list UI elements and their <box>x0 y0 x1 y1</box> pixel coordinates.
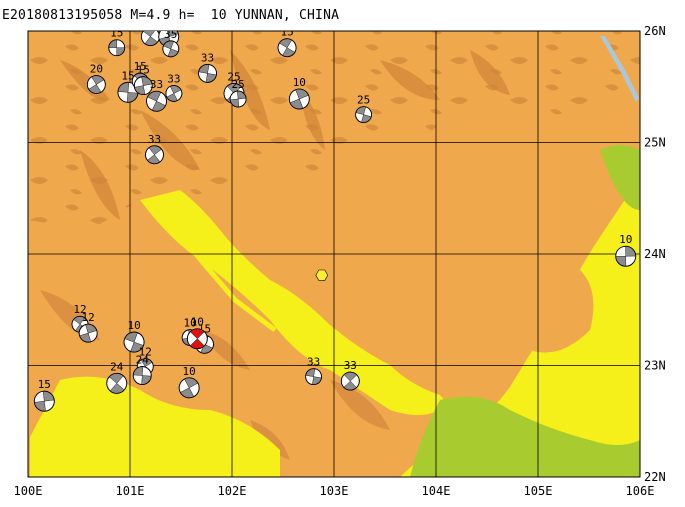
focal-mechanism-icon[interactable] <box>84 72 109 97</box>
x-tick-label: 100E <box>14 484 43 498</box>
focal-mechanism-icon[interactable] <box>160 39 181 60</box>
focal-mechanism-icon[interactable] <box>338 368 363 393</box>
page-title: E20180813195058 M=4.9 h= 10 YUNNAN, CHIN… <box>2 8 340 23</box>
mechanism-depth-label: 33 <box>148 133 161 146</box>
mechanism-depth-label: 12 <box>73 303 86 316</box>
mechanism-depth-label: 12 <box>82 311 95 324</box>
focal-mechanism-icon[interactable] <box>176 374 203 401</box>
hexagon-icon[interactable] <box>315 269 329 281</box>
mechanism-depth-label: 33 <box>344 359 357 372</box>
latitude-tick-labels: 26N 25N 24N 23N 22N <box>644 24 666 484</box>
mechanism-depth-label: 33 <box>201 51 214 64</box>
x-tick-label: 106E <box>626 484 655 498</box>
lake <box>600 36 639 102</box>
focal-mechanism-icon[interactable] <box>108 39 126 57</box>
focal-mechanism-icon[interactable] <box>138 24 163 49</box>
event-mechanism-icon[interactable] <box>183 325 211 353</box>
mechanism-depth-label: 24 <box>136 354 150 367</box>
y-tick-label: 22N <box>644 470 666 484</box>
focal-mechanism-icon[interactable] <box>354 105 374 125</box>
y-tick-label: 24N <box>644 247 666 261</box>
mechanism-depth-label: 25 <box>227 70 240 83</box>
focal-mechanism-icon[interactable] <box>121 329 147 355</box>
lowland-east-orange-island <box>516 267 594 353</box>
focal-mechanism-icon[interactable] <box>142 142 167 167</box>
mechanism-depth-label: 33 <box>167 72 180 85</box>
mechanism-depth-label: 15 <box>38 378 51 391</box>
focal-mechanism-icon[interactable] <box>132 366 152 385</box>
mechanism-depth-label: 10 <box>183 365 196 378</box>
focal-mechanism-icon[interactable] <box>304 367 323 386</box>
x-tick-label: 101E <box>116 484 145 498</box>
focal-mechanism-icon[interactable] <box>133 75 154 96</box>
x-tick-label: 102E <box>218 484 247 498</box>
mechanism-depth-label: 10 <box>619 233 632 246</box>
mechanism-depth-label: 33 <box>307 356 320 369</box>
mechanism-depth-label: 12 <box>139 346 152 359</box>
river-yellow-thin <box>148 203 277 332</box>
focal-mechanism-icon[interactable] <box>197 63 218 84</box>
mechanism-depth-label: 15 <box>110 27 123 40</box>
event-depth-label: 10 <box>191 316 204 329</box>
mechanism-depth-label: 25 <box>357 94 370 107</box>
mechanism-depth-label: 15 <box>134 60 147 73</box>
river-valley-yellow-2 <box>30 376 280 477</box>
focal-mechanism-icon[interactable] <box>33 390 55 412</box>
focal-mechanism-icon[interactable] <box>615 245 637 267</box>
x-tick-label: 105E <box>524 484 553 498</box>
mechanism-depth-label: 20 <box>90 63 103 76</box>
focal-mechanism-icon[interactable] <box>229 90 247 108</box>
mechanism-depth-label: 10 <box>184 317 197 330</box>
focal-mechanism-icon[interactable] <box>103 369 131 397</box>
map-frame <box>27 30 641 478</box>
mechanism-depth-label: 15 <box>280 26 293 39</box>
y-tick-label: 23N <box>644 359 666 373</box>
x-tick-label: 103E <box>320 484 349 498</box>
longitude-tick-labels: 100E 101E 102E 103E 104E 105E 106E <box>14 484 655 498</box>
y-tick-label: 26N <box>644 24 666 38</box>
mechanism-depth-label: 33 <box>150 78 163 91</box>
mechanism-depth-label: 35 <box>164 28 177 41</box>
lowland-east-yellow <box>400 100 640 477</box>
x-tick-label: 104E <box>422 484 451 498</box>
mechanism-depth-label: 25 <box>231 78 244 91</box>
focal-mechanism-icon[interactable] <box>117 81 139 103</box>
river-valley-yellow <box>140 190 445 415</box>
focal-mechanism-icon[interactable] <box>77 322 99 344</box>
focal-mechanism-icon[interactable] <box>286 86 312 112</box>
mechanism-depth-label: 15 <box>137 64 150 77</box>
mechanism-depth-label: 15 <box>121 69 134 82</box>
mechanism-depth-label: 24 <box>110 360 124 373</box>
lowland-green <box>410 145 640 477</box>
focal-mechanism-icon[interactable] <box>275 35 300 60</box>
mechanism-depth-label: 10 <box>127 319 140 332</box>
y-tick-label: 25N <box>644 136 666 150</box>
mechanism-depth-label: 10 <box>293 76 306 89</box>
focal-mechanism-icon[interactable] <box>163 83 185 105</box>
focal-mechanism-icon[interactable] <box>143 88 170 115</box>
relief-ridges <box>60 50 510 220</box>
